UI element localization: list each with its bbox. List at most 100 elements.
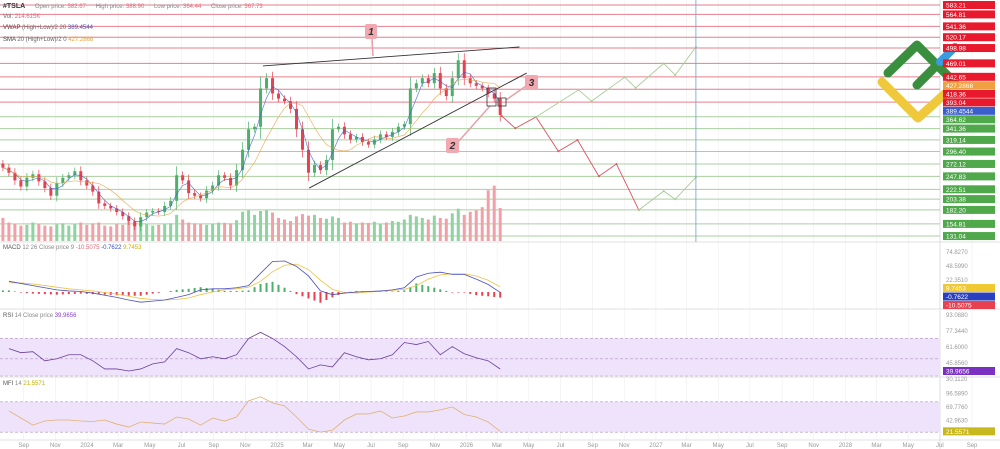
macd-histogram-bar (235, 290, 238, 292)
sma-legend[interactable]: SMA 20 (High+Low)/2 0 427.2868 (3, 37, 93, 43)
macd-histogram-bar (439, 289, 442, 292)
candle-body (85, 180, 89, 186)
candle-body (121, 212, 125, 217)
macd-histogram-bar (187, 288, 190, 292)
support-level-label-bg (943, 159, 995, 168)
volume-bar (438, 217, 442, 241)
rsi-legend[interactable]: RSI 14 Close price 39.9656 (3, 313, 76, 319)
resistance-level-label-group: 564.81 (943, 10, 995, 19)
callouts: 1 2 3 (365, 24, 538, 153)
macd-histogram-bar (409, 286, 412, 292)
macd-histogram-bar (55, 292, 58, 295)
forecast-bullish-path-point (590, 100, 593, 103)
macd-legend[interactable]: MACD 12 26 Close price 9 -10.5075 -0.762… (3, 245, 141, 251)
x-tick-label: Jul (367, 443, 375, 449)
mfi-axis-tick: 69.7760 (946, 405, 968, 411)
resistance-level-label-group: 541.36 (943, 22, 995, 31)
macd-hist-badge-bg (943, 301, 995, 310)
volume-legend: Vol. 214.615K (3, 14, 40, 20)
resistance-level-label-group: 498.98 (943, 44, 995, 53)
x-tick-label: Jul (936, 443, 944, 449)
x-tick-label: 2028 (839, 443, 853, 449)
volume-bar (55, 224, 59, 241)
volume-bar (283, 219, 287, 241)
callout-2-box (446, 138, 459, 153)
x-tick-label: Nov (240, 443, 251, 449)
macd-histogram-bar (451, 292, 454, 293)
candle-body (354, 136, 358, 140)
vwap-price-badge-group: 389.4544 (943, 106, 995, 115)
macd-histogram-bar (487, 292, 490, 297)
volume-bar (91, 223, 95, 241)
macd-histogram-bar (433, 287, 436, 292)
candle-body (43, 181, 47, 189)
candle-body (366, 142, 370, 145)
x-tick-label: Sep (208, 443, 219, 449)
mfi-badge: 21.5571 (946, 429, 970, 436)
candle-body (169, 200, 173, 206)
candle-body (277, 93, 281, 99)
candle-body (306, 149, 310, 173)
logo-yellow-v (877, 77, 952, 123)
macd-histogram-bar (73, 292, 76, 294)
support-level-label-group: 364.62 (943, 115, 995, 124)
macd-histogram-bar (85, 292, 88, 294)
candle-body (241, 149, 245, 171)
sma-price-badge-bg (943, 81, 995, 90)
macd-histogram-bar (133, 292, 136, 296)
callout-2-pointer (457, 105, 491, 143)
mfi-axis-tick-group: 42.9630 (946, 419, 968, 425)
macd-histogram-bar (25, 292, 28, 294)
volume-bar (480, 207, 484, 241)
volume-bar (253, 214, 257, 241)
time-axis: Sep Nov 2024 Mar May Jul Sep Nov 2025 Mar May Jul Se… (18, 443, 978, 449)
volume-bar (426, 219, 430, 241)
resistance-level-label: 520.17 (946, 35, 966, 42)
volume-bar (25, 224, 29, 241)
macd-histogram-bar (127, 292, 130, 296)
support-level-label: 296.40 (946, 149, 966, 156)
support-level-label-group: 131.04 (943, 232, 995, 241)
volume-bar (330, 216, 334, 241)
sma-value: 427.2868 (68, 37, 94, 43)
mfi-value: 21.5571 (23, 381, 46, 387)
symbol-label: #TSLA (3, 3, 26, 10)
sma-price-badge-group: 427.2868 (943, 81, 995, 90)
vwap-legend[interactable]: VWAP (High+Low)/2 20 389.4544 (3, 25, 93, 31)
high-value: 388.90 (125, 4, 145, 10)
sma-price-badge: 427.2868 (946, 83, 973, 90)
volume-bar (396, 221, 400, 241)
volume-bar (348, 221, 352, 241)
macd-histogram-bar (421, 284, 424, 292)
macd-histogram-bar (79, 292, 82, 294)
resistance-level-label-bg (943, 72, 995, 81)
forecast-rebound-path-point (674, 198, 677, 201)
macd-histogram-bar (475, 292, 478, 296)
volume-bar (13, 224, 17, 241)
mfi-legend[interactable]: MFI 14 21.5571 (3, 381, 45, 387)
resistance-level-label-group: 469.01 (943, 59, 995, 68)
sma-params: 20 (High+Low)/2 0 (17, 37, 67, 43)
volume-bar (342, 222, 346, 241)
support-level-label-bg (943, 135, 995, 144)
x-tick-label: 2027 (649, 443, 663, 449)
callout-3-box (525, 75, 538, 90)
macd-axis-tick: 22.3510 (946, 278, 968, 284)
vwap-params: (High+Low)/2 20 (22, 25, 67, 31)
candle-body (91, 185, 95, 192)
candle-body (211, 185, 215, 191)
volume-bar (217, 222, 221, 241)
volume-bar (151, 225, 155, 241)
volume-bar (163, 224, 167, 241)
resistance-level-label-bg (943, 59, 995, 68)
volume-bar (498, 207, 502, 241)
candle-body (300, 129, 304, 150)
volume-bar (223, 222, 227, 241)
candle-body (486, 88, 490, 94)
callout-1-box (365, 24, 377, 39)
volume-bar (402, 219, 406, 241)
macd-histogram-bar (313, 292, 316, 301)
macd-histogram-bar (121, 292, 124, 296)
vol-label: Vol. (3, 14, 14, 20)
